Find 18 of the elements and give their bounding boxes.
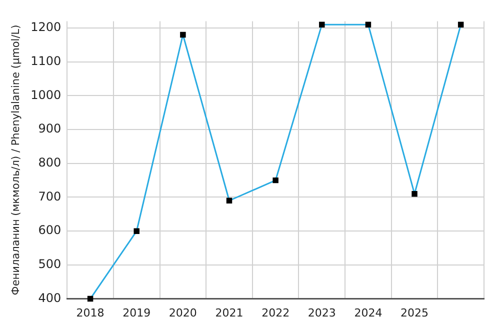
y-tick-label: 400 [38, 290, 62, 305]
y-axis-title: Фенилаланин (мкмоль/л) / Phenylalanine (μmol/L) [10, 24, 22, 296]
y-tick-label: 1200 [30, 20, 62, 34]
x-tick-label: 2022 [262, 306, 290, 320]
y-tick-label: 900 [38, 122, 62, 136]
x-tick-label: 2023 [308, 306, 336, 320]
y-tick-label: 1000 [30, 88, 62, 102]
x-tick-label: 2021 [215, 306, 244, 320]
x-tick-label: 2019 [122, 306, 151, 320]
x-tick-label: 2025 [400, 306, 429, 320]
x-tick-label: 2018 [76, 306, 104, 320]
x-tick-label: 2020 [168, 306, 197, 320]
y-tick-label: 1100 [30, 54, 62, 68]
y-tick-label: 700 [38, 189, 62, 204]
y-tick-label: 500 [38, 257, 62, 272]
x-tick-label: 2024 [354, 306, 382, 320]
y-tick-label: 600 [38, 223, 62, 238]
y-tick-label: 800 [38, 156, 62, 170]
